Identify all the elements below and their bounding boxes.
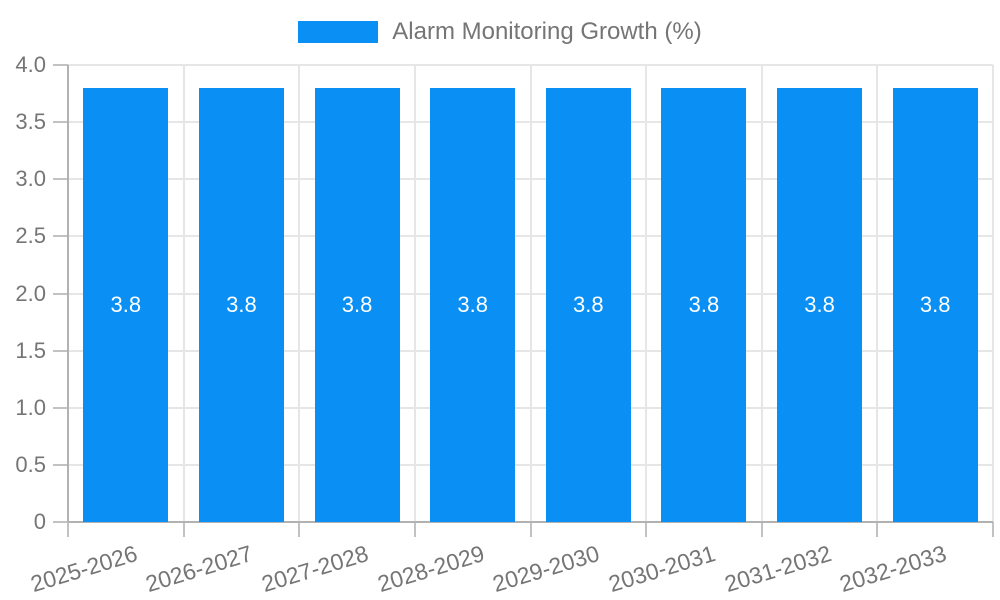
x-tick xyxy=(413,522,416,537)
x-gridline xyxy=(645,65,648,522)
x-tick xyxy=(645,522,648,537)
y-axis-label: 3.5 xyxy=(15,109,46,135)
bar-value-label: 3.8 xyxy=(457,291,488,317)
x-tick xyxy=(298,522,301,537)
legend[interactable]: Alarm Monitoring Growth (%) xyxy=(0,17,1000,47)
y-tick xyxy=(53,178,68,181)
legend-swatch xyxy=(298,21,379,43)
x-gridline xyxy=(298,65,301,522)
x-gridline xyxy=(992,65,994,522)
x-gridline xyxy=(760,65,763,522)
legend-label: Alarm Monitoring Growth (%) xyxy=(392,18,702,45)
y-axis-label: 1.5 xyxy=(15,337,46,363)
y-axis-line xyxy=(67,65,69,522)
y-axis-label: 0 xyxy=(33,509,46,534)
x-axis-label: 2030-2031 xyxy=(605,540,719,598)
y-tick xyxy=(53,121,68,124)
y-tick xyxy=(53,521,68,523)
x-tick xyxy=(876,522,879,537)
x-axis-line xyxy=(68,521,993,523)
y-tick xyxy=(53,64,68,66)
x-axis-label: 2032-2033 xyxy=(836,540,950,598)
y-axis-label: 4.0 xyxy=(15,52,46,77)
bar[interactable]: 3.8 xyxy=(545,87,631,522)
y-tick xyxy=(53,349,68,352)
y-axis-label: 2.0 xyxy=(15,280,46,306)
x-gridline xyxy=(182,65,185,522)
bar-value-label: 3.8 xyxy=(688,291,720,317)
x-gridline xyxy=(876,65,879,522)
bar[interactable]: 3.8 xyxy=(777,87,863,522)
y-axis-label: 2.5 xyxy=(15,223,46,249)
x-axis-label: 2029-2030 xyxy=(489,540,603,598)
bar-value-label: 3.8 xyxy=(804,291,835,317)
bar[interactable]: 3.8 xyxy=(83,87,169,522)
y-tick xyxy=(53,292,68,295)
x-tick xyxy=(529,522,532,537)
y-axis-label: 0.5 xyxy=(15,451,46,477)
x-tick xyxy=(67,522,69,537)
bar-value-label: 3.8 xyxy=(226,291,257,317)
y-axis-label: 3.0 xyxy=(15,166,46,192)
bar[interactable]: 3.8 xyxy=(892,87,978,522)
x-tick xyxy=(992,522,994,537)
bar[interactable]: 3.8 xyxy=(314,87,400,522)
bar[interactable]: 3.8 xyxy=(198,87,284,522)
x-axis-label: 2027-2028 xyxy=(258,540,372,598)
bar[interactable]: 3.8 xyxy=(430,87,516,522)
y-axis-label: 1.0 xyxy=(15,394,46,420)
bar[interactable]: 3.8 xyxy=(661,87,747,522)
bar-value-label: 3.8 xyxy=(573,291,604,317)
x-axis-label: 2031-2032 xyxy=(721,540,834,598)
bar-value-label: 3.8 xyxy=(919,291,951,317)
bar-value-label: 3.8 xyxy=(110,291,142,317)
x-tick xyxy=(182,522,185,537)
y-tick xyxy=(53,463,68,466)
x-tick xyxy=(760,522,763,537)
y-tick xyxy=(53,235,68,238)
y-tick xyxy=(53,406,68,409)
x-axis-label: 2026-2027 xyxy=(142,540,256,598)
bar-value-label: 3.8 xyxy=(341,291,373,317)
x-axis-label: 2028-2029 xyxy=(374,540,487,598)
x-gridline xyxy=(413,65,416,522)
x-axis-label: 2025-2026 xyxy=(27,540,141,598)
x-gridline xyxy=(529,65,532,522)
